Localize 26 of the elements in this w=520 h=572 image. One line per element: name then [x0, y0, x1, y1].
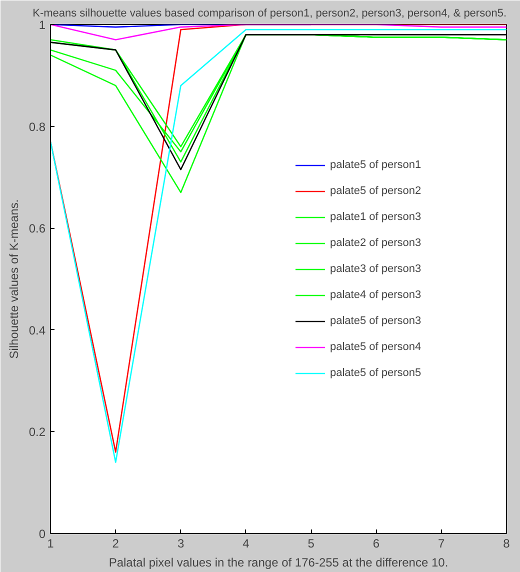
- legend-label: palate5 of person3: [330, 315, 422, 327]
- y-tick-label: 0.8: [28, 120, 46, 134]
- legend-label: palate5 of person5: [330, 367, 422, 379]
- x-tick-label: 8: [503, 536, 510, 550]
- x-tick-label: 4: [242, 536, 250, 550]
- legend-label: palate5 of person2: [330, 185, 422, 197]
- legend-label: palate3 of person3: [330, 263, 422, 275]
- legend-label: palate5 of person4: [330, 341, 422, 353]
- x-tick-label: 5: [308, 536, 315, 550]
- y-tick-label: 0.6: [28, 222, 46, 236]
- y-tick-label: 1: [38, 18, 46, 32]
- x-tick-label: 1: [47, 536, 54, 550]
- legend-label: palate5 of person1: [330, 159, 422, 171]
- x-tick-label: 7: [438, 536, 446, 550]
- legend-label: palate4 of person3: [330, 289, 422, 301]
- x-tick-label: 6: [372, 536, 380, 550]
- y-tick-label: 0.2: [28, 425, 46, 440]
- x-axis-title: Palatal pixel values in the range of 176-255 at the difference 10.: [108, 556, 448, 570]
- y-tick-label: 0.4: [28, 323, 46, 338]
- y-tick-label: 0: [38, 527, 46, 541]
- y-axis-title: Silhouette values of K-means.: [6, 199, 21, 359]
- legend-label: palate1 of person3: [330, 211, 422, 223]
- x-tick-label: 3: [177, 536, 184, 550]
- x-tick-label: 2: [112, 536, 120, 550]
- chart-title: K-means silhouette values based comparison of person1, person2, person3, person4, & person5.: [32, 8, 507, 20]
- legend-label: palate2 of person3: [330, 237, 422, 249]
